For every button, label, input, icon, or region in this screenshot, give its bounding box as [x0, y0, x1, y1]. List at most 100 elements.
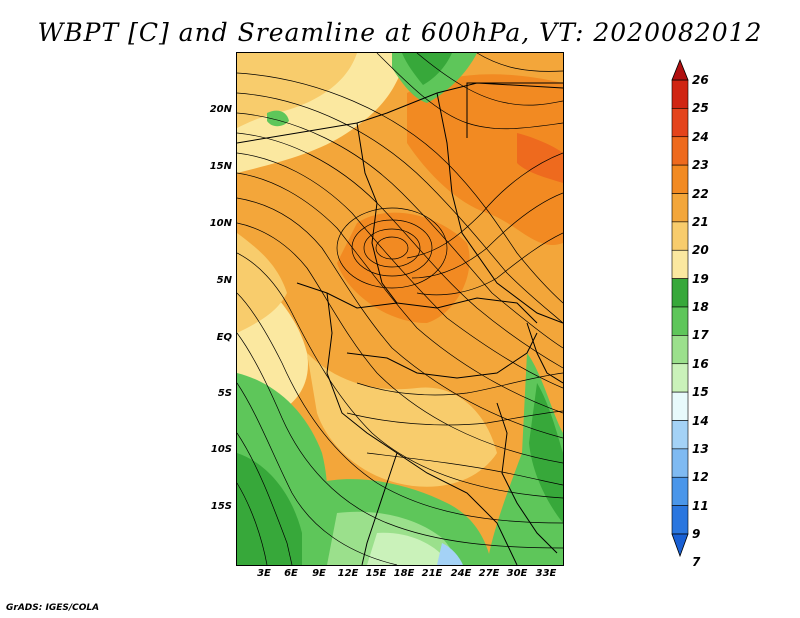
boundary-line [346, 332, 538, 379]
map-panel [236, 52, 564, 566]
longitude-label: 15E [365, 568, 387, 579]
streamline [237, 197, 563, 439]
colorbar-level-label: 21 [692, 214, 709, 229]
streamline [237, 172, 563, 414]
colorbar-bottom-arrow [671, 533, 689, 558]
colorbar-level-label: 24 [692, 129, 709, 144]
colorbar-segment [671, 420, 689, 450]
streamline [356, 372, 563, 396]
colorbar-level-label: 14 [692, 413, 709, 428]
latitude-label: 15S [210, 501, 232, 512]
streamline [237, 222, 563, 464]
streamline [237, 252, 563, 499]
wbpt-field-18-north [402, 53, 452, 85]
latitude-label: 10S [210, 444, 232, 455]
colorbar-level-label: 13 [692, 441, 709, 456]
streamline [376, 53, 563, 130]
wbpt-field-22-northeast [407, 74, 563, 246]
boundary-line [496, 402, 558, 554]
colorbar-segment [671, 79, 689, 109]
chart-title: WBPT [C] and Sreamline at 600hPa, VT: 20… [37, 18, 763, 47]
streamline [366, 452, 563, 486]
latitude-label: 5S [217, 388, 232, 399]
wbpt-field-22-center [337, 212, 470, 323]
streamline [237, 92, 563, 324]
wbpt-field-18-east [529, 383, 563, 523]
vortex-streamline [336, 207, 448, 289]
longitude-label: 30E [506, 568, 528, 579]
longitude-label: 6E [284, 568, 298, 579]
longitude-label: 24E [450, 568, 472, 579]
wbpt-field-13-south [437, 543, 463, 565]
colorbar-level-label: 18 [692, 300, 709, 314]
colorbar-segment [671, 278, 689, 308]
colorbar-segment [671, 448, 689, 478]
streamline [237, 112, 563, 349]
streamline [237, 292, 563, 524]
longitude-label: 9E [312, 568, 326, 579]
country-boundaries [237, 82, 563, 565]
colorbar-segment [671, 363, 689, 393]
colorbar-level-label: 12 [692, 470, 709, 485]
wbpt-field-23 [517, 133, 563, 183]
latitude-label: 15N [209, 161, 232, 172]
colorbar-segments [671, 79, 689, 535]
streamline [346, 410, 563, 426]
longitude-label: 3E [257, 568, 271, 579]
streamline [237, 382, 398, 565]
vortex-streamline [375, 236, 409, 260]
streamline [237, 432, 293, 565]
streamlines [237, 53, 563, 565]
latitude-label: 20N [209, 104, 232, 115]
boundary-line [361, 452, 398, 565]
colorbar-level-label: 19 [692, 271, 709, 286]
streamline [237, 72, 563, 304]
wbpt-field-17-patch [267, 110, 289, 127]
colorbar-segment [671, 249, 689, 279]
longitude-label: 18E [393, 568, 415, 579]
colorbar-segment [671, 505, 689, 535]
colorbar-level-label: 17 [692, 328, 709, 343]
boundary-line [296, 282, 538, 324]
colorbar-level-label: 7 [692, 555, 701, 570]
longitude-label: 12E [337, 568, 359, 579]
wbpt-field-20-south [307, 353, 497, 487]
streamline [237, 332, 563, 549]
streamline [237, 482, 268, 565]
latitude-label: 10N [209, 218, 232, 229]
boundary-line [436, 92, 563, 324]
map-canvas [237, 53, 563, 565]
wbpt-field-15-south [367, 532, 447, 565]
colorbar-level-label: 22 [692, 186, 709, 201]
streamline [237, 152, 563, 389]
streamline [476, 53, 563, 72]
colorbar-segment [671, 306, 689, 336]
streamline [237, 132, 563, 369]
colorbar-level-label: 9 [692, 527, 701, 541]
colorbar-segment [671, 221, 689, 251]
colorbar-level-label: 20 [692, 243, 709, 258]
boundary-line [466, 82, 563, 138]
colorbar-segment [671, 193, 689, 223]
colorbar-top-arrow [671, 58, 689, 81]
streamline [416, 53, 563, 106]
colorbar-level-label: 11 [692, 498, 709, 513]
latitude-label: EQ [216, 332, 232, 343]
longitude-label: 21E [421, 568, 443, 579]
boundary-line [326, 292, 518, 565]
colorbar-level-label: 25 [692, 101, 709, 116]
colorbar-segment [671, 136, 689, 166]
wbpt-field-20-north [237, 53, 357, 128]
streamline [411, 192, 563, 279]
colorbar-level-label: 15 [692, 385, 709, 400]
boundary-line [526, 322, 563, 384]
longitude-label: 27E [478, 568, 500, 579]
colorbar-segment [671, 164, 689, 194]
credit-text: GrADS: IGES/COLA [6, 603, 100, 613]
colorbar-segment [671, 391, 689, 421]
vortex-streamline [351, 219, 433, 277]
latitude-label: 5N [216, 275, 232, 286]
streamline [406, 152, 563, 259]
colorbar-segment [671, 335, 689, 365]
